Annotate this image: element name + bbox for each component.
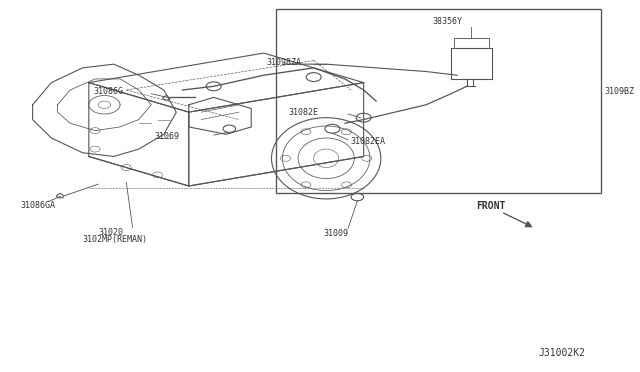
Text: J31002K2: J31002K2 [538, 348, 586, 358]
Bar [451, 48, 492, 79]
Text: 31082E: 31082E [289, 108, 319, 117]
Text: 3109BZ: 3109BZ [604, 87, 634, 96]
Text: 3102MP(REMAN): 3102MP(REMAN) [83, 235, 148, 244]
Text: 31086G: 31086G [93, 87, 123, 96]
Bar [454, 38, 488, 48]
Text: 31020: 31020 [98, 228, 123, 237]
Text: 31009: 31009 [323, 230, 348, 238]
Text: 31098ZA: 31098ZA [266, 58, 301, 67]
Text: FRONT: FRONT [476, 201, 506, 211]
Text: 31069: 31069 [154, 132, 179, 141]
Text: 31086GA: 31086GA [20, 201, 55, 210]
Text: 31082EA: 31082EA [350, 137, 385, 146]
Text: 38356Y: 38356Y [433, 17, 462, 26]
Bar [276, 9, 601, 193]
